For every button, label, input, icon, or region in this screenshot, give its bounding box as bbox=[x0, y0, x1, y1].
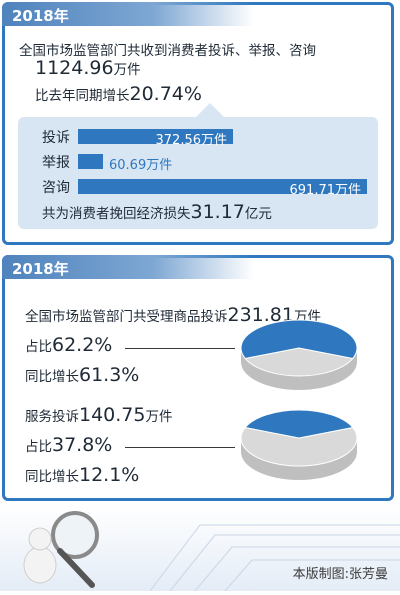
goods-pie-chart bbox=[240, 319, 358, 390]
recovered-value: 31.17 bbox=[190, 201, 245, 223]
service-yoy-label: 同比增长 bbox=[25, 469, 79, 485]
pie-slice-other bbox=[244, 347, 354, 377]
total-unit: 万件 bbox=[113, 62, 141, 78]
bar-value-complaints: 372.56万件 bbox=[155, 133, 228, 148]
growth-value: 20.74% bbox=[129, 83, 202, 105]
growth-prefix: 比去年同期增长 bbox=[35, 88, 130, 104]
magnifier-figure-illustration bbox=[23, 511, 400, 592]
bar-label-complaints: 投诉 bbox=[42, 130, 70, 146]
goods-services-card: 2018年 全国市场监管部门共受理商品投诉231.81万件 占比62.2% 同比… bbox=[2, 255, 394, 501]
goods-yoy-label: 同比增长 bbox=[25, 369, 79, 385]
pie-side bbox=[241, 438, 357, 480]
service-share-line: 占比37.8% bbox=[25, 434, 112, 456]
year-badge-2: 2018年 bbox=[12, 260, 69, 278]
recovered-prefix: 共为消费者挽回经济损失 bbox=[42, 206, 191, 222]
decorative-footer bbox=[0, 505, 400, 592]
total-value: 1124.96 bbox=[35, 57, 114, 79]
bar-label-reports: 举报 bbox=[42, 155, 70, 171]
pie-slice-main bbox=[240, 319, 358, 360]
service-headline: 服务投诉140.75万件 bbox=[25, 404, 172, 426]
intro-text: 全国市场监管部门共收到消费者投诉、举报、咨询 bbox=[19, 43, 316, 59]
bar-label-inquiries: 咨询 bbox=[42, 180, 70, 196]
bar-reports: 60.69万件 bbox=[78, 154, 172, 173]
goods-headline-value: 231.81 bbox=[227, 304, 294, 326]
goods-headline-prefix: 全国市场监管部门共受理商品投诉 bbox=[25, 309, 228, 325]
bar-value-reports: 60.69万件 bbox=[109, 158, 173, 173]
service-yoy-line: 同比增长12.1% bbox=[25, 464, 139, 486]
year-ribbon: 2018年 bbox=[2, 2, 254, 26]
year-badge: 2018年 bbox=[12, 7, 69, 25]
recovered-unit: 亿元 bbox=[244, 206, 272, 222]
pie-side bbox=[241, 348, 357, 390]
service-yoy-value: 12.1% bbox=[79, 464, 140, 486]
bar-complaints: 372.56万件 bbox=[78, 129, 233, 148]
complaints-summary-card: 2018年 全国市场监管部门共收到消费者投诉、举报、咨询 1124.96万件 比… bbox=[2, 2, 394, 245]
bar-inquiries: 691.71万件 bbox=[78, 179, 367, 198]
service-value: 140.75 bbox=[79, 404, 146, 426]
total-line: 1124.96万件 bbox=[35, 57, 141, 79]
service-share-label: 占比 bbox=[25, 439, 52, 455]
service-share-value: 37.8% bbox=[52, 434, 113, 456]
goods-share-line: 占比62.2% bbox=[25, 334, 112, 356]
growth-line: 比去年同期增长20.74% bbox=[35, 83, 202, 105]
pie-slice-main bbox=[244, 409, 354, 439]
service-pie-chart bbox=[240, 409, 358, 480]
credit-text: 本版制图:张芳曼 bbox=[292, 567, 388, 582]
year-ribbon-2: 2018年 bbox=[2, 255, 254, 279]
goods-share-label: 占比 bbox=[25, 339, 52, 355]
service-prefix: 服务投诉 bbox=[25, 409, 79, 425]
goods-share-leader bbox=[125, 348, 235, 349]
service-unit: 万件 bbox=[145, 409, 173, 425]
recovered-loss-line: 共为消费者挽回经济损失31.17亿元 bbox=[42, 201, 272, 223]
service-share-leader bbox=[125, 447, 235, 448]
bar-value-inquiries: 691.71万件 bbox=[289, 183, 362, 198]
goods-yoy-value: 61.3% bbox=[79, 364, 140, 386]
goods-share-value: 62.2% bbox=[52, 334, 113, 356]
goods-yoy-line: 同比增长61.3% bbox=[25, 364, 139, 386]
bar-chart-panel: 投诉 372.56万件 举报 60.69万件 咨询 691.71万件 共为消费者… bbox=[18, 103, 378, 229]
pie-slice-other bbox=[240, 426, 358, 467]
